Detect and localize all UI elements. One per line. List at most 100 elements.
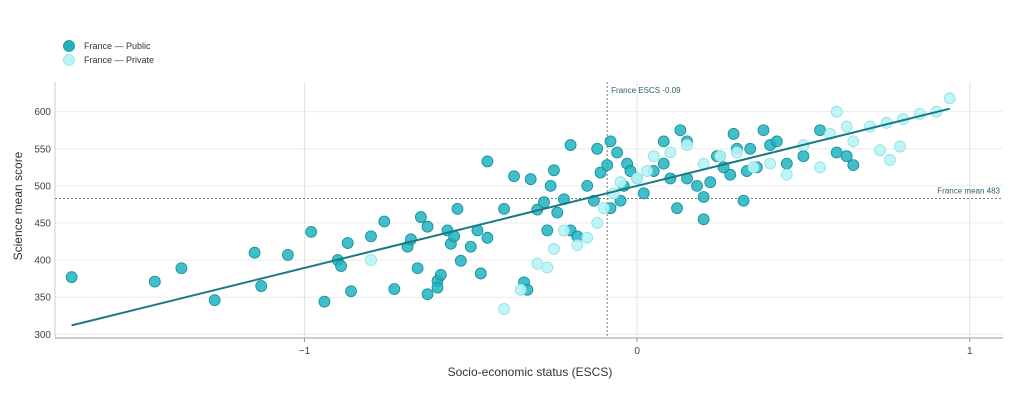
data-point-private bbox=[874, 145, 885, 156]
reference-label-horizontal: France mean 483 bbox=[937, 186, 1000, 195]
data-point-public bbox=[675, 125, 686, 136]
x-tick-label: 0 bbox=[634, 346, 640, 357]
data-point-public bbox=[605, 136, 616, 147]
data-point-public bbox=[582, 180, 593, 191]
data-point-public bbox=[638, 188, 649, 199]
data-point-public bbox=[728, 128, 739, 139]
data-points bbox=[66, 93, 955, 315]
data-point-public bbox=[482, 232, 493, 243]
data-point-public bbox=[509, 171, 520, 182]
data-point-public bbox=[209, 295, 220, 306]
regression-line-group bbox=[72, 109, 950, 326]
data-point-private bbox=[715, 151, 726, 162]
data-point-public bbox=[815, 125, 826, 136]
data-point-public bbox=[319, 296, 330, 307]
data-point-private bbox=[515, 284, 526, 295]
y-tick-label: 350 bbox=[34, 293, 51, 304]
data-point-public bbox=[848, 160, 859, 171]
y-tick-label: 450 bbox=[34, 218, 51, 229]
data-point-public bbox=[525, 174, 536, 185]
data-point-public bbox=[542, 225, 553, 236]
data-point-private bbox=[765, 158, 776, 169]
axes: 300 350 400 450 500 550 600 −1 0 1 bbox=[34, 82, 1003, 357]
data-point-public bbox=[342, 238, 353, 249]
data-point-public bbox=[612, 147, 623, 158]
data-point-public bbox=[565, 140, 576, 151]
data-point-private bbox=[542, 262, 553, 273]
data-point-public bbox=[705, 177, 716, 188]
data-point-public bbox=[698, 214, 709, 225]
data-point-public bbox=[389, 284, 400, 295]
data-point-public bbox=[499, 203, 510, 214]
data-point-public bbox=[552, 207, 563, 218]
data-point-private bbox=[558, 225, 569, 236]
data-point-private bbox=[592, 217, 603, 228]
regression-line bbox=[72, 109, 950, 326]
data-point-public bbox=[475, 268, 486, 279]
data-point-public bbox=[781, 158, 792, 169]
y-tick-label: 400 bbox=[34, 256, 51, 267]
data-point-public bbox=[482, 156, 493, 167]
reference-label-vertical: France ESCS -0.09 bbox=[611, 86, 681, 95]
data-point-public bbox=[691, 180, 702, 191]
data-point-public bbox=[545, 180, 556, 191]
data-point-public bbox=[176, 263, 187, 274]
data-point-public bbox=[346, 286, 357, 297]
data-point-public bbox=[249, 247, 260, 258]
data-point-public bbox=[366, 231, 377, 242]
y-tick-label: 550 bbox=[34, 144, 51, 155]
gridlines bbox=[55, 82, 1003, 338]
data-point-private bbox=[841, 121, 852, 132]
data-point-private bbox=[532, 258, 543, 269]
data-point-public bbox=[306, 226, 317, 237]
x-tick-label: −1 bbox=[299, 346, 311, 357]
data-point-public bbox=[432, 282, 443, 293]
data-point-private bbox=[831, 106, 842, 117]
data-point-public bbox=[422, 221, 433, 232]
data-point-public bbox=[658, 136, 669, 147]
data-point-public bbox=[738, 195, 749, 206]
data-point-public bbox=[422, 289, 433, 300]
data-point-private bbox=[572, 240, 583, 251]
data-point-public bbox=[415, 212, 426, 223]
legend: France — Public France — Private bbox=[64, 41, 155, 66]
data-point-public bbox=[698, 192, 709, 203]
data-point-public bbox=[256, 281, 267, 292]
data-point-private bbox=[582, 232, 593, 243]
data-point-public bbox=[452, 203, 463, 214]
data-point-public bbox=[538, 197, 549, 208]
data-point-private bbox=[682, 140, 693, 151]
data-point-private bbox=[642, 166, 653, 177]
data-point-private bbox=[748, 162, 759, 173]
data-point-public bbox=[465, 241, 476, 252]
data-point-private bbox=[665, 147, 676, 158]
data-point-public bbox=[758, 125, 769, 136]
data-point-public bbox=[592, 143, 603, 154]
data-point-public bbox=[602, 160, 613, 171]
y-axis-title: Science mean score bbox=[11, 151, 25, 260]
data-point-public bbox=[745, 143, 756, 154]
data-point-private bbox=[366, 255, 377, 266]
data-point-private bbox=[548, 243, 559, 254]
data-point-public bbox=[149, 276, 160, 287]
x-tick-label: 1 bbox=[967, 346, 973, 357]
data-point-public bbox=[798, 151, 809, 162]
legend-marker bbox=[64, 55, 75, 66]
reference-lines: France ESCS -0.09 France mean 483 bbox=[55, 82, 1003, 338]
data-point-private bbox=[632, 173, 643, 184]
data-point-public bbox=[455, 255, 466, 266]
data-point-private bbox=[894, 141, 905, 152]
data-point-public bbox=[412, 263, 423, 274]
y-tick-label: 600 bbox=[34, 107, 51, 118]
data-point-public bbox=[771, 136, 782, 147]
legend-label: France — Private bbox=[84, 55, 154, 65]
legend-marker bbox=[64, 41, 75, 52]
data-point-public bbox=[831, 147, 842, 158]
y-tick-label: 500 bbox=[34, 181, 51, 192]
data-point-private bbox=[499, 304, 510, 315]
data-point-private bbox=[781, 169, 792, 180]
data-point-private bbox=[615, 177, 626, 188]
data-point-public bbox=[66, 272, 77, 283]
data-point-private bbox=[884, 154, 895, 165]
